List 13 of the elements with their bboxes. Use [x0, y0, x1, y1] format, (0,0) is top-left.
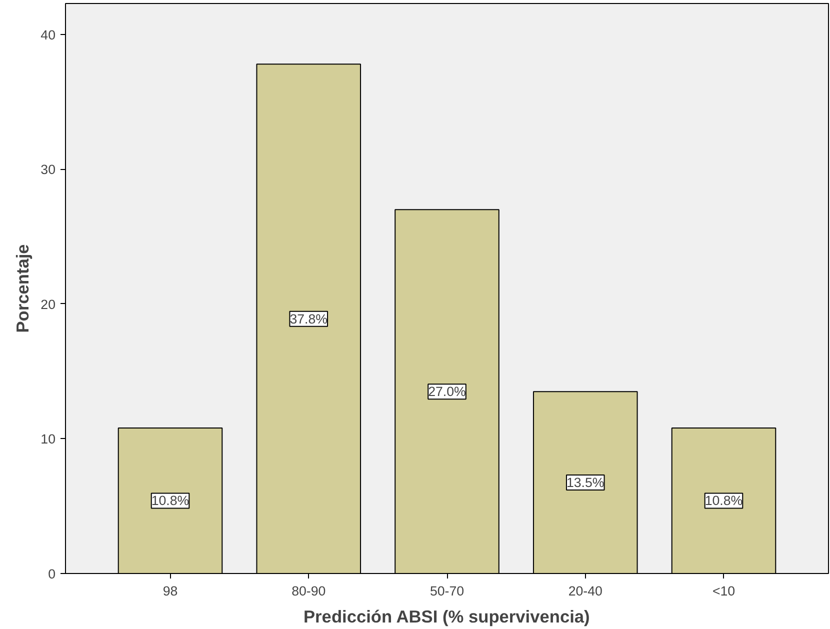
x-tick-label: 80-90 — [292, 584, 326, 598]
y-tick-label: 10 — [40, 432, 56, 447]
y-tick-label: 30 — [40, 162, 56, 178]
y-tick-label: 0 — [48, 566, 56, 582]
x-tick-label: 50-70 — [430, 584, 464, 598]
y-axis-title: Porcentaje — [12, 244, 33, 333]
y-tick-label: 40 — [40, 27, 56, 42]
x-tick-label: <10 — [712, 584, 736, 598]
x-tick-label: 98 — [162, 584, 178, 598]
y-tick-label: 20 — [40, 296, 56, 312]
x-axis-title: Predicción ABSI (% supervivencia) — [304, 606, 590, 626]
data-label: 27.0% — [428, 384, 466, 400]
x-tick-label: 20-40 — [568, 584, 602, 598]
